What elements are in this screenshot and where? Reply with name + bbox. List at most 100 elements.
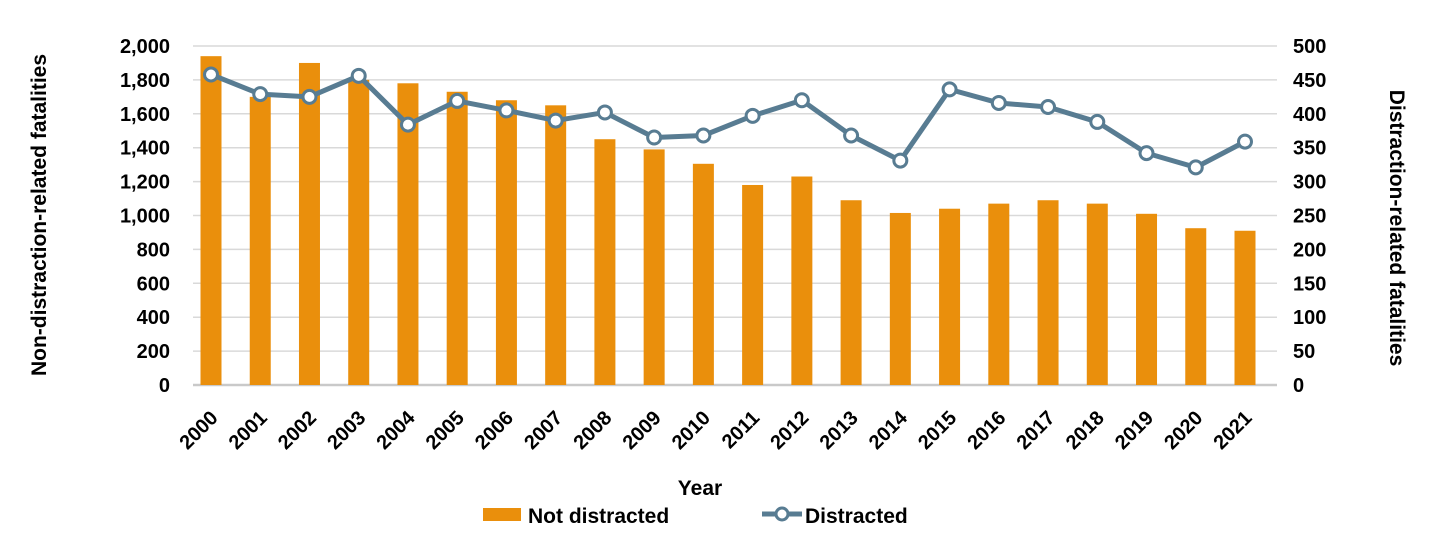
bar <box>495 100 517 386</box>
bar <box>397 83 419 385</box>
right-axis-tick-label: 350 <box>1293 138 1326 160</box>
left-axis-tick-label: 1,000 <box>120 206 170 228</box>
left-axis-tick-label: 200 <box>137 341 170 363</box>
left-axis-tick-label: 1,400 <box>120 138 170 160</box>
x-axis-year-label: 2003 <box>323 407 370 454</box>
x-axis-year-label: 2015 <box>914 407 961 454</box>
right-axis-tick-label: 50 <box>1293 341 1315 363</box>
bar <box>1234 230 1256 385</box>
left-axis-tick-label: 0 <box>159 375 170 397</box>
bar <box>840 200 862 385</box>
right-axis-tick-label: 400 <box>1293 104 1326 126</box>
line-marker-icon <box>695 127 712 144</box>
line-marker-icon <box>547 112 564 129</box>
line-marker-icon <box>1237 133 1253 150</box>
line-marker-icon <box>498 102 515 119</box>
line-marker-icon <box>843 127 860 144</box>
x-axis-year-label: 2004 <box>372 406 420 454</box>
x-axis-year-label: 2000 <box>176 407 223 454</box>
line-marker-icon <box>596 104 613 121</box>
legend-bar-label: Not distracted <box>528 505 669 528</box>
x-axis-year-label: 2001 <box>225 407 272 454</box>
line-marker-icon <box>252 86 269 103</box>
line-marker-icon <box>449 92 466 109</box>
right-axis-tick-label: 0 <box>1293 375 1304 397</box>
x-axis-year-label: 2010 <box>668 407 715 454</box>
legend-line-marker-icon <box>774 506 790 522</box>
bar <box>200 56 222 386</box>
gridlines-group <box>193 45 1277 387</box>
right-axis-tick-label: 250 <box>1293 206 1326 228</box>
bar <box>298 62 320 385</box>
x-axis-year-label: 2018 <box>1062 407 1109 454</box>
bar <box>249 96 271 385</box>
x-axis-year-label: 2005 <box>422 407 469 454</box>
bar <box>692 163 714 385</box>
legend-bar-swatch-icon <box>483 508 521 521</box>
line-marker-icon <box>1089 113 1106 130</box>
x-axis-title: Year <box>678 477 722 500</box>
bar <box>643 149 665 385</box>
line-marker-icon <box>941 81 958 98</box>
bar <box>889 212 911 385</box>
x-axis-year-label: 2020 <box>1160 407 1207 454</box>
legend-line-label: Distracted <box>805 505 908 528</box>
left-axis-tick-label: 1,600 <box>120 104 170 126</box>
bar <box>939 208 961 385</box>
left-axis-tick-label: 2,000 <box>120 36 170 58</box>
right-axis-tick-label: 100 <box>1293 307 1326 329</box>
left-axis-tick-label: 1,200 <box>120 172 170 194</box>
line-marker-icon <box>646 129 663 146</box>
bars-group <box>200 56 1256 386</box>
bar <box>1136 213 1158 385</box>
bar <box>742 184 764 385</box>
x-axis-year-label: 2017 <box>1013 407 1060 454</box>
left-axis-tick-label: 600 <box>137 273 170 295</box>
right-axis-tick-label: 300 <box>1293 172 1326 194</box>
left-axis-tick-label: 800 <box>137 239 170 261</box>
x-axis-year-label: 2009 <box>619 407 666 454</box>
x-axis-year-label: 2012 <box>766 407 813 454</box>
right-axis-ticks: 0 50 100 150 200 250 300 350 400 450 500 <box>1293 36 1326 397</box>
right-axis-tick-label: 450 <box>1293 70 1326 92</box>
bar <box>1185 228 1207 385</box>
left-axis-title: Non-distraction-related fatalities <box>28 54 51 376</box>
x-axis-year-label: 2014 <box>865 406 913 454</box>
line-marker-icon <box>1040 99 1057 116</box>
x-axis-year-label: 2013 <box>816 407 863 454</box>
distracted-line <box>208 71 1248 170</box>
right-axis-title: Distraction-related fatalities <box>1385 90 1408 367</box>
line-marker-icon <box>301 88 318 105</box>
line-marker-icon <box>793 92 810 109</box>
line-marker-icon <box>1187 159 1204 176</box>
line-marker-icon <box>350 67 367 84</box>
line-marker-icon <box>990 94 1007 111</box>
x-axis-year-label: 2002 <box>274 407 321 454</box>
legend: Not distracted Distracted <box>483 505 908 528</box>
bar <box>348 79 370 386</box>
line-marker-icon <box>1138 145 1155 162</box>
line-marker-icon <box>744 107 761 124</box>
bar <box>1086 203 1108 385</box>
x-axis-year-label: 2007 <box>520 407 567 454</box>
x-axis-labels: 2000 2001 2002 2003 2004 2005 2006 2007 2008 2009… <box>176 406 1257 454</box>
right-axis-tick-label: 150 <box>1293 273 1326 295</box>
x-axis-year-label: 2006 <box>471 407 518 454</box>
left-axis-tick-label: 1,800 <box>120 70 170 92</box>
x-axis-year-label: 2021 <box>1210 407 1257 454</box>
line-markers-group <box>203 66 1253 176</box>
bar <box>545 105 567 385</box>
right-axis-tick-label: 200 <box>1293 239 1326 261</box>
bar <box>446 91 468 385</box>
bar <box>988 203 1010 385</box>
line-marker-icon <box>892 152 909 169</box>
left-axis-tick-label: 400 <box>137 307 170 329</box>
x-axis-year-label: 2019 <box>1111 407 1158 454</box>
x-axis-year-label: 2011 <box>718 407 764 453</box>
bar <box>1037 200 1059 385</box>
line-marker-icon <box>203 66 219 83</box>
x-axis-year-label: 2016 <box>963 407 1010 454</box>
right-axis-tick-label: 500 <box>1293 36 1326 58</box>
